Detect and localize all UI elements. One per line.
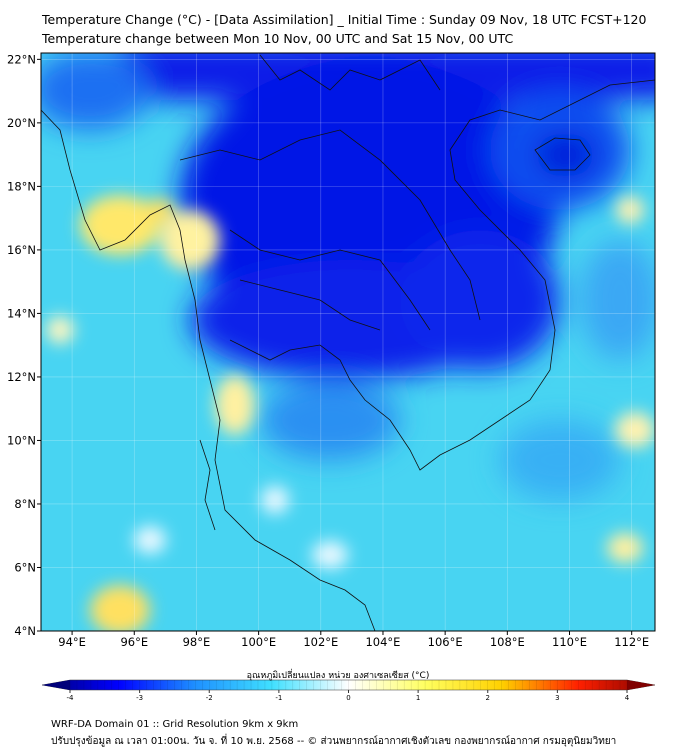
colorbar-tick-label: 2 [486, 694, 490, 702]
lat-tick-label: 6°N [14, 560, 36, 574]
latitude-labels: 4°N 6°N 8°N 10°N 12°N 14°N 16°N 18°N 20°N 22°N [7, 52, 41, 638]
colorbar-tick-label: -2 [206, 694, 213, 702]
colorbar-tick-label: -1 [275, 694, 282, 702]
lon-tick-label: 112°E [614, 635, 649, 649]
coastlines-and-borders [41, 54, 655, 631]
longitude-labels: 94°E 96°E 98°E 100°E 102°E 104°E 106°E 108°E 110… [58, 631, 649, 649]
temperature-field [41, 53, 655, 631]
lon-tick-label: 94°E [58, 635, 86, 649]
colorbar-label: อุณหภูมิเปลี่ยนแปลง หน่วย องศาเซลเซียส (… [246, 671, 430, 681]
lat-tick-label: 14°N [7, 306, 36, 320]
graticule [41, 53, 655, 631]
colorbar-tick-label: -3 [136, 694, 143, 702]
lat-tick-label: 10°N [7, 433, 36, 447]
lat-tick-label: 4°N [14, 624, 36, 638]
lat-tick-label: 20°N [7, 116, 36, 130]
lat-tick-label: 8°N [14, 497, 36, 511]
lon-tick-label: 96°E [120, 635, 148, 649]
footer-update-info: ปรับปรุงข้อมูล ณ เวลา 01:00น. วัน จ. ที่… [51, 736, 617, 747]
lon-tick-label: 106°E [428, 635, 463, 649]
lat-tick-label: 16°N [7, 243, 36, 257]
lon-tick-label: 100°E [241, 635, 276, 649]
colorbar-tick-label: 0 [346, 694, 350, 702]
lon-tick-label: 108°E [490, 635, 525, 649]
colorbar-tick-label: -4 [67, 694, 75, 702]
lon-tick-label: 104°E [365, 635, 400, 649]
footer-model-info: WRF-DA Domain 01 :: Grid Resolution 9km … [51, 719, 299, 730]
lon-tick-label: 102°E [303, 635, 338, 649]
colorbar-tick-label: 1 [416, 694, 420, 702]
lat-tick-label: 22°N [7, 52, 36, 66]
colorbar: -4 -3 -2 -1 0 1 2 3 4 [41, 679, 656, 702]
map-frame [40, 52, 656, 632]
lat-tick-label: 12°N [7, 370, 36, 384]
lon-tick-label: 110°E [552, 635, 587, 649]
chart-subtitle: Temperature change between Mon 10 Nov, 0… [42, 31, 514, 46]
colorbar-tick-label: 4 [625, 694, 630, 702]
lon-tick-label: 98°E [183, 635, 211, 649]
chart-title: Temperature Change (°C) - [Data Assimila… [42, 12, 647, 27]
lat-tick-label: 18°N [7, 179, 36, 193]
colorbar-tick-label: 3 [555, 694, 559, 702]
